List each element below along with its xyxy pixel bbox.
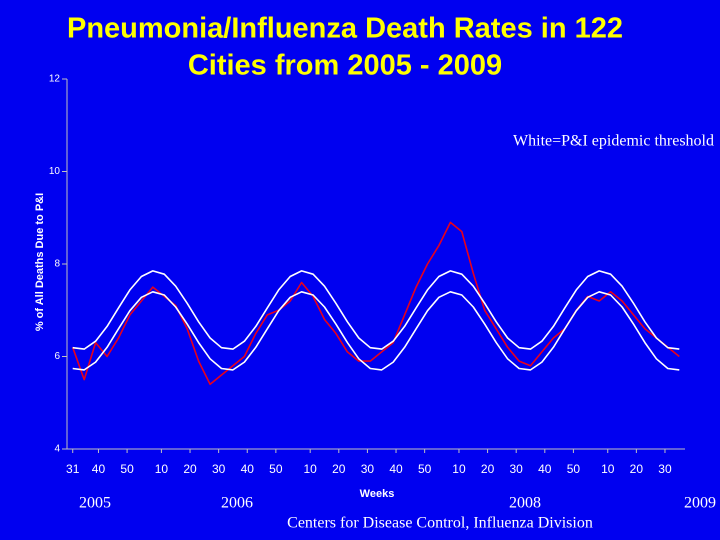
x-tick-label: 10	[304, 462, 318, 476]
x-tick-label: 31	[66, 462, 80, 476]
x-tick-label: 10	[155, 462, 169, 476]
year-label: 2005	[79, 495, 111, 512]
x-tick-label: 20	[332, 462, 346, 476]
x-tick-label: 20	[630, 462, 644, 476]
chart-title: Pneumonia/Influenza Death Rates in 122	[67, 13, 623, 45]
x-tick-label: 20	[183, 462, 197, 476]
x-tick-label: 20	[481, 462, 495, 476]
year-label: 2009	[684, 495, 716, 512]
y-tick-label: 10	[49, 166, 61, 177]
x-tick-label: 40	[92, 462, 106, 476]
x-tick-label: 50	[269, 462, 283, 476]
x-tick-label: 30	[361, 462, 375, 476]
y-tick-label: 8	[54, 259, 60, 270]
x-tick-label: 40	[538, 462, 552, 476]
x-tick-label: 50	[418, 462, 432, 476]
year-label: 2006	[221, 495, 253, 512]
x-tick-label: 50	[120, 462, 134, 476]
x-tick-label: 10	[452, 462, 466, 476]
y-tick-label: 6	[54, 351, 60, 362]
x-axis-label: Weeks	[360, 488, 395, 500]
data-line	[72, 291, 680, 371]
x-tick-label: 10	[601, 462, 615, 476]
y-axis-label: % of All Deaths Due to P&I	[34, 193, 46, 331]
y-tick-label: 12	[49, 74, 61, 85]
annotation: White=P&I epidemic threshold	[513, 133, 714, 150]
y-tick-label: 4	[54, 444, 60, 455]
x-tick-label: 30	[212, 462, 226, 476]
x-tick-label: 40	[389, 462, 403, 476]
x-tick-label: 30	[510, 462, 524, 476]
data-line	[72, 270, 680, 350]
x-tick-label: 50	[567, 462, 581, 476]
year-label: 2008	[509, 495, 541, 512]
source: Centers for Disease Control, Influenza D…	[287, 515, 593, 532]
chart-title: Cities from 2005 - 2009	[188, 50, 502, 82]
x-tick-label: 30	[658, 462, 672, 476]
x-tick-label: 40	[241, 462, 255, 476]
